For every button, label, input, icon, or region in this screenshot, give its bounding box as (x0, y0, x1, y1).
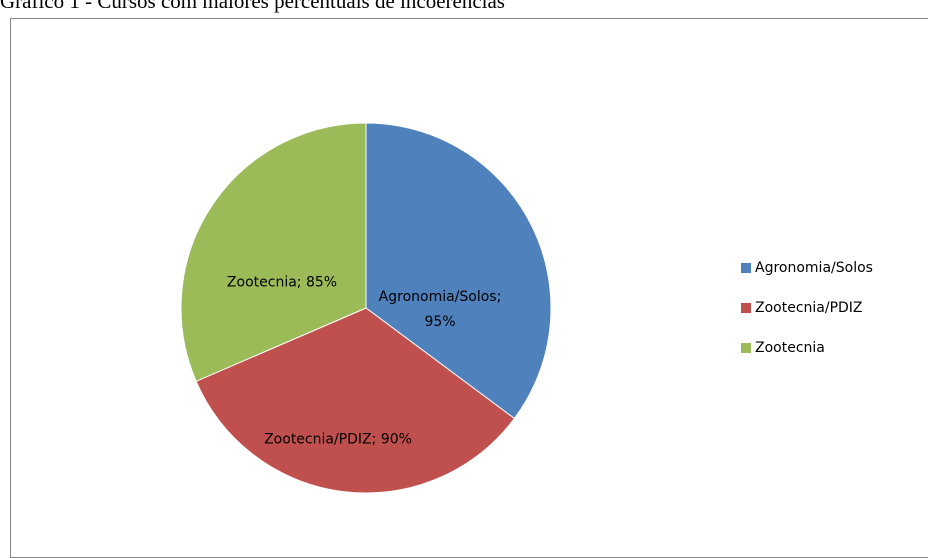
legend-swatch (741, 303, 751, 313)
legend-swatch (741, 343, 751, 353)
data-label: Zootecnia/PDIZ; 90% (264, 431, 412, 448)
pie-slice (365, 122, 552, 420)
data-label: Zootecnia; 85% (226, 274, 338, 291)
chart-title: Gráfico 1 - Cursos com maiores percentua… (0, 0, 505, 13)
data-label: Agronomia/Solos; 95% (378, 289, 502, 330)
chart: Agronomia/Solos Zootecnia/PDIZ Zootecnia (180, 122, 873, 494)
legend-label: Agronomia/Solos (755, 260, 873, 276)
legend-label: Zootecnia/PDIZ (755, 300, 863, 316)
legend-swatch (741, 263, 751, 273)
pie-slice (195, 307, 516, 494)
pie-slice (180, 122, 367, 382)
legend-label: Zootecnia (755, 340, 825, 356)
